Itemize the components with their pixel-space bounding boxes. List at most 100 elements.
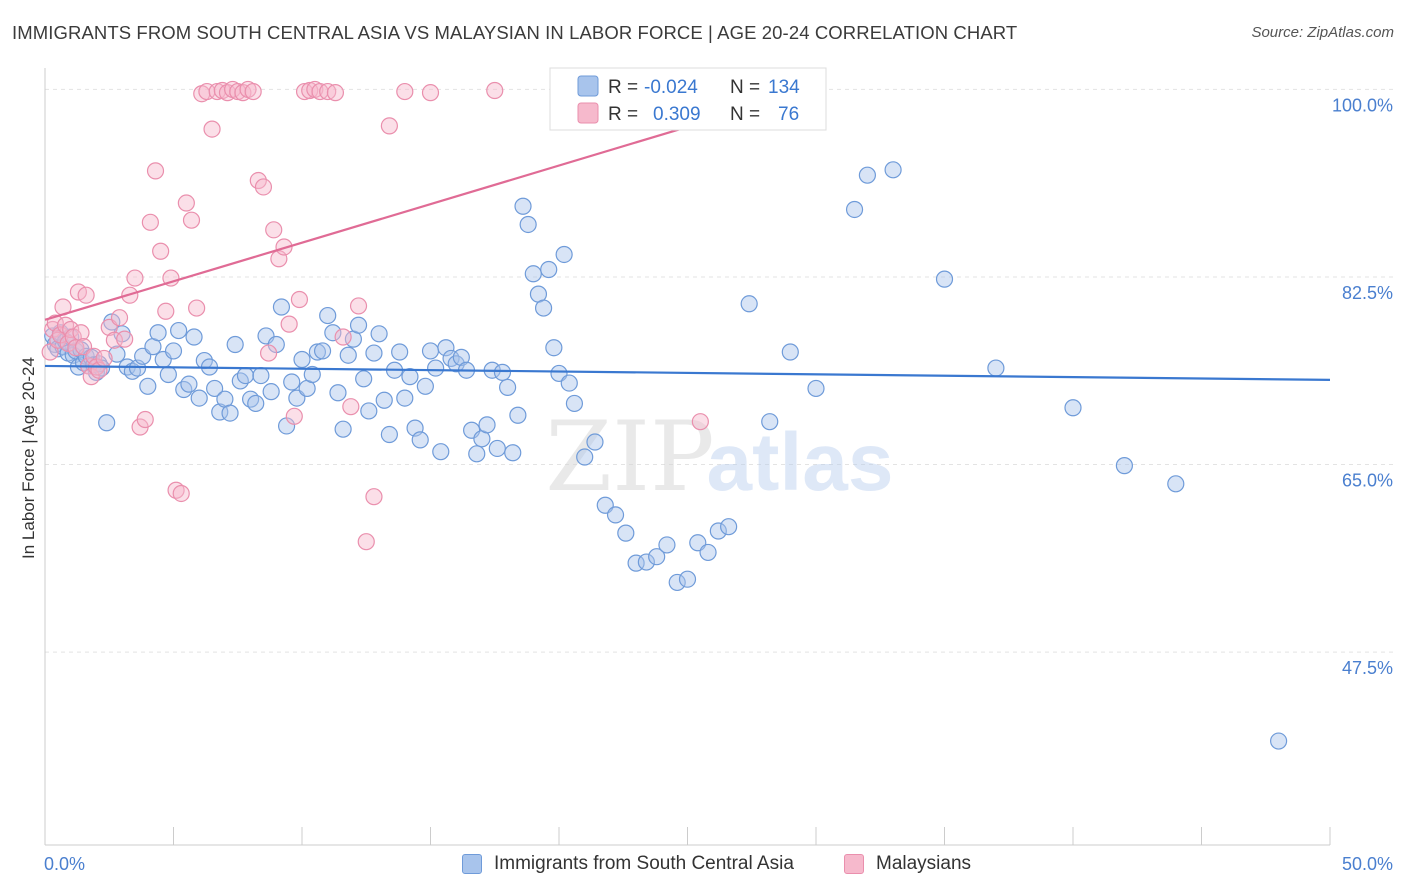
point-malaysian: [116, 330, 134, 348]
point-malaysian: [691, 413, 709, 431]
point-south-central-asia: [416, 377, 434, 395]
point-malaysian: [177, 194, 195, 212]
point-malaysian: [285, 407, 303, 425]
legend-item-malaysians[interactable]: Malaysians: [844, 852, 971, 876]
point-south-central-asia: [313, 342, 332, 360]
point-south-central-asia: [720, 518, 738, 536]
point-south-central-asia: [1115, 457, 1134, 475]
point-south-central-asia: [514, 197, 532, 215]
stats-n-value: 76: [778, 104, 799, 125]
point-malaysian: [167, 481, 185, 499]
point-malaysian: [203, 120, 221, 138]
point-south-central-asia: [262, 383, 280, 401]
x-tick-label: 50.0%: [1342, 854, 1393, 874]
point-south-central-asia: [519, 215, 537, 234]
point-malaysian: [280, 315, 298, 333]
point-south-central-asia: [396, 389, 414, 407]
point-south-central-asia: [329, 384, 347, 402]
point-south-central-asia: [427, 359, 445, 377]
point-south-central-asia: [555, 245, 573, 264]
point-malaysian: [172, 484, 190, 503]
stats-swatch-blue: [577, 75, 599, 97]
point-malaysian: [152, 242, 170, 260]
point-south-central-asia: [365, 344, 383, 362]
point-malaysian: [342, 398, 360, 416]
point-malaysian: [357, 533, 375, 551]
trend-lines: [44, 125, 1331, 381]
legend-item-south-central-asia[interactable]: Immigrants from South Central Asia: [462, 852, 794, 876]
legend-label: Malaysians: [876, 853, 972, 874]
point-south-central-asia: [272, 298, 291, 316]
point-malaysian: [77, 286, 95, 304]
point-south-central-asia: [401, 368, 419, 386]
point-malaysian: [141, 213, 159, 231]
point-south-central-asia: [606, 506, 625, 524]
point-south-central-asia: [761, 413, 779, 431]
point-south-central-asia: [524, 265, 542, 283]
stats-swatch-pink: [577, 102, 599, 124]
stats-r-value: 0.309: [653, 104, 701, 125]
point-south-central-asia: [370, 325, 388, 343]
point-malaysian: [396, 82, 414, 101]
y-tick-label: 100.0%: [1332, 95, 1393, 115]
watermark: ZIP atlas: [545, 401, 893, 513]
point-south-central-asia: [709, 522, 727, 540]
x-tick-label: 0.0%: [44, 854, 85, 874]
point-malaysian: [146, 162, 165, 180]
trend-line-malaysian: [44, 125, 688, 321]
point-south-central-asia: [576, 448, 594, 466]
point-south-central-asia: [252, 366, 270, 385]
point-south-central-asia: [421, 342, 440, 360]
point-south-central-asia: [221, 404, 239, 422]
point-south-central-asia: [493, 363, 512, 381]
point-malaysian: [259, 344, 278, 362]
point-south-central-asia: [499, 378, 517, 396]
point-south-central-asia: [740, 295, 758, 313]
point-south-central-asia: [324, 324, 342, 342]
point-south-central-asia: [858, 166, 877, 184]
point-south-central-asia: [236, 366, 255, 385]
point-south-central-asia: [375, 391, 393, 409]
point-south-central-asia: [355, 370, 373, 388]
y-tick-label: 82.5%: [1342, 283, 1393, 303]
point-malaysian: [110, 309, 129, 327]
point-south-central-asia: [699, 543, 717, 562]
point-south-central-asia: [170, 321, 188, 340]
point-malaysian: [244, 82, 262, 101]
point-malaysian: [162, 269, 180, 287]
stats-n-label: N =: [730, 77, 760, 98]
point-south-central-asia: [565, 394, 584, 413]
point-south-central-asia: [319, 306, 337, 325]
point-malaysian: [290, 290, 309, 309]
point-south-central-asia: [226, 335, 244, 354]
point-south-central-asia: [303, 365, 321, 384]
point-south-central-asia: [560, 374, 578, 392]
source-label: Source: ZipAtlas.com: [1251, 24, 1394, 41]
point-south-central-asia: [935, 270, 954, 288]
point-south-central-asia: [668, 573, 686, 592]
point-south-central-asia: [807, 379, 825, 398]
y-axis-label: In Labor Force | Age 20-24: [19, 357, 38, 559]
stats-r-value: -0.024: [644, 77, 698, 98]
y-tick-labels: 47.5% 65.0% 82.5% 100.0%: [1332, 95, 1393, 678]
point-malaysian: [72, 324, 90, 342]
point-south-central-asia: [637, 553, 655, 571]
point-malaysian: [95, 349, 113, 368]
point-south-central-asia: [586, 433, 604, 451]
point-south-central-asia: [283, 373, 301, 391]
point-south-central-asia: [380, 425, 398, 444]
stats-n-value: 134: [768, 77, 800, 98]
point-south-central-asia: [360, 402, 378, 420]
stats-legend-box: R = -0.024 N = 134 R = 0.309 N = 76: [549, 67, 827, 131]
point-malaysian: [265, 221, 283, 239]
y-tick-label: 65.0%: [1342, 471, 1393, 491]
point-south-central-asia: [478, 416, 496, 434]
point-south-central-asia: [339, 346, 357, 364]
point-south-central-asia: [334, 420, 352, 438]
point-malaysian: [188, 299, 206, 317]
point-south-central-asia: [504, 444, 522, 462]
point-malaysian: [136, 410, 154, 429]
point-malaysian: [182, 211, 201, 229]
point-south-central-asia: [488, 439, 506, 458]
